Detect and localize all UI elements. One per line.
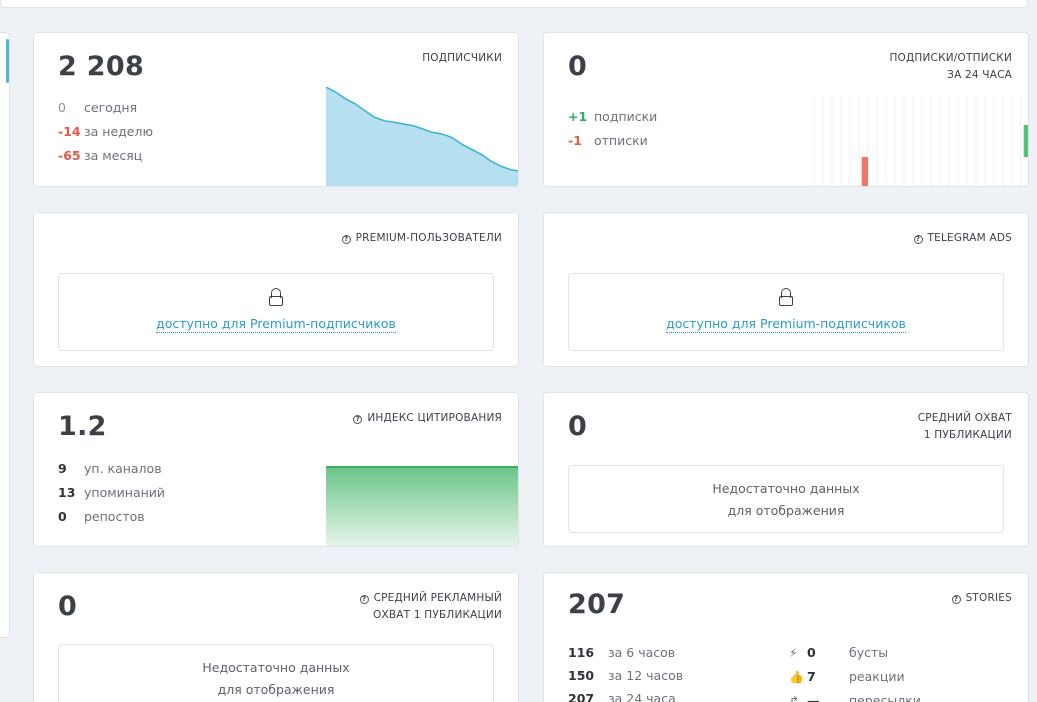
avg-ad-reach-total: 0 <box>58 591 78 622</box>
subscribers-stats: 0 сегодня -14 за неделю -65 за месяц <box>58 96 153 168</box>
premium-users-card: ? PREMIUM-ПОЛЬЗОВАТЕЛИ доступно для Premi… <box>33 212 519 367</box>
premium-only-link[interactable]: доступно для Premium-подписчиков <box>666 316 906 333</box>
stories-row-6h: 116 за 6 часов <box>568 645 676 660</box>
stat-row-mentions: 13 упоминаний <box>58 485 166 500</box>
citation-trend-chart <box>326 466 518 546</box>
avg-ad-reach-card: 0 ? СРЕДНИЙ РЕКЛАМНЫЙ ОХВАТ 1 ПУБЛИКАЦИИ … <box>33 572 519 702</box>
stat-row-month: -65 за месяц <box>58 148 143 163</box>
citation-stats: 9 уп. каналов 13 упоминаний 0 репостов <box>58 457 165 529</box>
stories-row-boosts: ⚡ 0 бусты <box>789 641 921 665</box>
subscribers-line <box>326 87 518 172</box>
stat-row-reposts: 0 репостов <box>58 509 145 524</box>
subscribe-bar <box>1023 125 1028 157</box>
help-icon[interactable]: ? <box>913 235 923 244</box>
avg-reach-nodata: Недостаточно данных для отображения <box>568 465 1004 533</box>
stories-total: 207 <box>568 589 626 620</box>
citation-index-card: 1.2 ? ИНДЕКС ЦИТИРОВАНИЯ 9 уп. каналов 13 у… <box>33 392 519 547</box>
stories-engagement: ⚡ 0 бусты 👍 7 реакции ↱ — пересылки <box>789 641 921 702</box>
stat-row-week: -14 за неделю <box>58 124 153 139</box>
stat-row-channels: 9 уп. каналов <box>58 461 162 476</box>
stat-row-subscribes: +1 подписки <box>568 109 658 124</box>
telegram-ads-locked-box: доступно для Premium-подписчиков <box>568 273 1004 351</box>
avg-reach-total: 0 <box>568 411 588 442</box>
stories-views: 116 за 6 часов 150 за 12 часов 207 за 24 ча… <box>568 641 683 702</box>
subscribers-area <box>326 87 518 186</box>
help-icon[interactable]: ? <box>353 415 363 424</box>
premium-only-link[interactable]: доступно для Premium-подписчиков <box>156 316 396 333</box>
stat-row-today: 0 сегодня <box>58 100 138 115</box>
thumbs-up-icon: 👍 <box>789 670 804 684</box>
stories-row-12h: 150 за 12 часов <box>568 668 684 683</box>
subs-unsubs-24h-chart <box>814 95 1028 186</box>
stories-card: 207 ? STORIES 116 за 6 часов 150 за 12 часо… <box>543 572 1029 702</box>
left-sidebar-panel <box>0 32 10 638</box>
boost-icon: ⚡ <box>789 646 798 660</box>
premium-locked-box: доступно для Premium-подписчиков <box>58 273 494 351</box>
forward-icon: ↱ <box>789 694 800 702</box>
stories-title: ? STORIES <box>951 590 1012 607</box>
stat-row-unsubscribes: -1 отписки <box>568 133 648 148</box>
telegram-ads-card: ? TELEGRAM ADS доступно для Premium-подпи… <box>543 212 1029 367</box>
help-icon[interactable]: ? <box>359 595 369 604</box>
stories-row-forwards: ↱ — пересылки <box>789 689 921 702</box>
stories-row-24h: 207 за 24 часа <box>568 691 676 702</box>
subs-unsubs-card: 0 ПОДПИСКИ/ОТПИСКИ ЗА 24 ЧАСА +1 подписки… <box>543 32 1029 187</box>
avg-reach-title: СРЕДНИЙ ОХВАТ 1 ПУБЛИКАЦИИ <box>917 412 1012 441</box>
avg-reach-card: 0 СРЕДНИЙ ОХВАТ 1 ПУБЛИКАЦИИ Недостаточн… <box>543 392 1029 547</box>
help-icon[interactable]: ? <box>951 595 961 604</box>
subscribers-trend-chart <box>326 87 518 186</box>
lock-icon <box>779 288 793 306</box>
stories-row-reactions: 👍 7 реакции <box>789 665 921 689</box>
unsubscribe-bar <box>861 157 868 186</box>
citation-index-title: ? ИНДЕКС ЦИТИРОВАНИЯ <box>353 410 502 427</box>
telegram-ads-title: ? TELEGRAM ADS <box>913 230 1012 247</box>
sidebar-active-indicator <box>6 39 9 83</box>
subscribers-title: ПОДПИСЧИКИ <box>422 52 502 64</box>
subs-unsubs-title: ПОДПИСКИ/ОТПИСКИ ЗА 24 ЧАСА <box>889 52 1012 81</box>
citation-area <box>326 467 518 546</box>
help-icon[interactable]: ? <box>341 235 351 244</box>
avg-ad-reach-title: ? СРЕДНИЙ РЕКЛАМНЫЙ ОХВАТ 1 ПУБЛИКАЦИИ <box>359 590 502 624</box>
subscribers-card: 2 208 ПОДПИСЧИКИ 0 сегодня -14 за неделю -… <box>33 32 519 187</box>
avg-ad-reach-nodata: Недостаточно данных для отображения <box>58 644 494 702</box>
top-bar <box>0 0 1028 8</box>
subs-unsubs-total: 0 <box>568 51 588 82</box>
premium-users-title: ? PREMIUM-ПОЛЬЗОВАТЕЛИ <box>341 230 502 247</box>
subs-unsubs-stats: +1 подписки -1 отписки <box>568 105 657 153</box>
citation-index-total: 1.2 <box>58 411 107 442</box>
subscribers-total: 2 208 <box>58 51 145 82</box>
lock-icon <box>269 288 283 306</box>
